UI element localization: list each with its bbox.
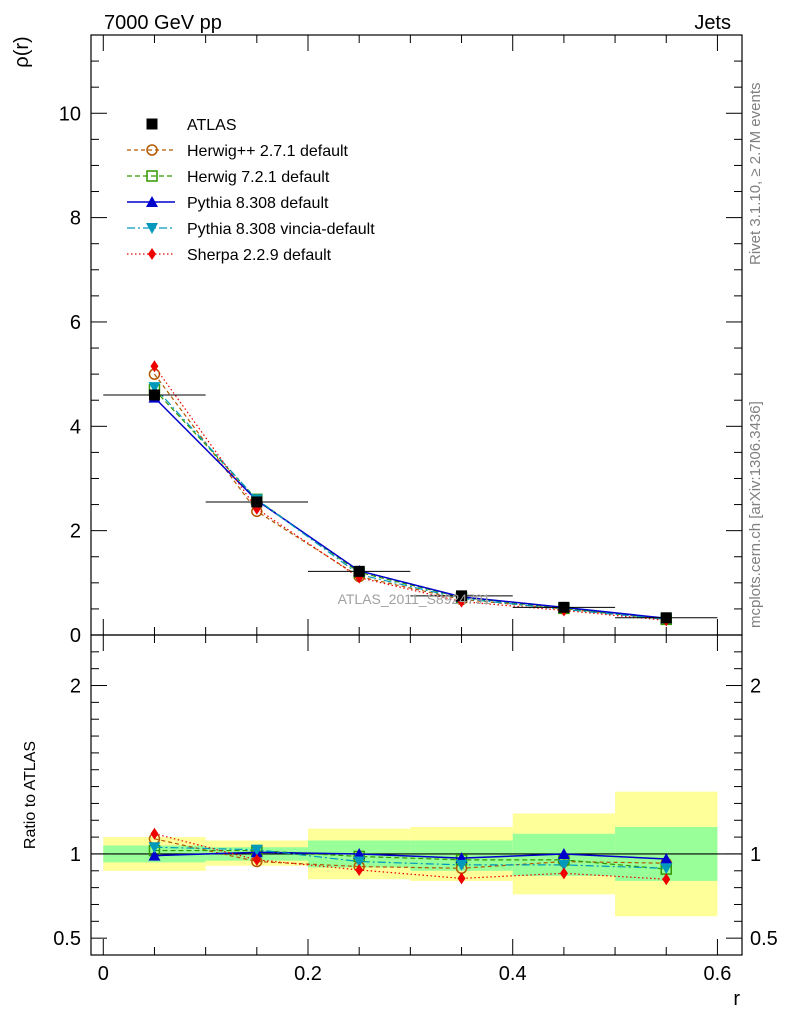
main-panel-ticks: 0 2 4 6 8 10 [59,34,742,647]
x-tick-label: 0.2 [294,963,322,985]
legend-entry-atlas: ATLAS [146,117,237,134]
main-series-herwigpp [148,368,673,625]
main-y-tick-label: 4 [70,416,81,438]
ratio-line-pythia [154,851,667,860]
main-point-atlas [353,565,365,577]
x-tick-label: 0 [98,963,109,985]
legend-label-pythia: Pythia 8.308 default [187,195,329,212]
main-point-atlas [148,389,160,401]
ratio-y-axis-label: Ratio to ATLAS [22,741,39,849]
ratio-point-pythia [660,853,673,864]
main-y-tick-label: 10 [59,103,81,125]
main-panel-curves [103,360,718,627]
main-line-herwig7 [154,389,667,620]
ratio-y-tick-label-right: 1 [750,844,761,866]
legend-marker-pythia [146,196,158,207]
legend-label-atlas: ATLAS [187,117,237,134]
legend-marker-atlas [146,118,158,130]
x-tick-label: 0.4 [499,963,527,985]
ratio-point-sherpa [662,873,671,886]
mcplots-label: mcplots.cern.ch [arXiv:1306.3436] [747,401,764,628]
main-line-herwigpp [153,373,667,620]
legend-label-herwig7: Herwig 7.2.1 default [187,169,330,186]
main-y-tick-label: 2 [70,521,81,543]
x-axis-label: r [733,988,740,1010]
main-y-axis-label: ρ(r) [11,36,33,67]
legend-label-vincia: Pythia 8.308 vincia-default [187,221,375,238]
ratio-series-vincia [148,842,673,875]
ratio-point-sherpa [457,872,466,885]
ratio-y-tick-label-right: 0.5 [750,928,778,950]
rivet-version-label: Rivet 3.1.10, ≥ 2.7M events [747,83,764,266]
legend-marker-sherpa [148,248,156,260]
ratio-point-vincia [557,859,570,871]
legend-marker-herwig7 [146,170,158,182]
ratio-point-sherpa [559,867,568,880]
ratio-panel-curves [148,827,673,886]
ratio-point-vincia [250,844,263,856]
main-y-tick-label: 8 [70,208,81,230]
main-series-vincia [148,382,673,626]
ratio-point-sherpa [252,853,261,866]
legend-marker-herwigpp [146,144,158,156]
main-point-atlas [456,590,468,602]
ratio-line-herwig7 [154,849,667,870]
main-series-atlas [103,389,718,624]
ratio-point-pythia [148,849,161,861]
watermark: ATLAS_2011_S8924791 [338,591,491,607]
ratio-y-tick-label: 2 [70,676,81,698]
ratio-point-pythia [353,847,366,859]
ratio-panel-ticks: 0.5 0.5 1 1 2 2 0 0.2 0.4 0.6 [53,635,778,985]
ratio-line-sherpa [154,833,667,880]
legend-entry-sherpa: Sherpa 2.2.9 default [127,247,332,264]
ratio-y-tick-label-right: 2 [750,676,761,698]
main-y-tick-label: 6 [70,312,81,334]
main-line-pythia [153,397,667,620]
ratio-point-sherpa [150,827,159,840]
legend-marker-vincia [146,223,158,234]
header-right: Jets [694,12,731,34]
legend: ATLAS Herwig++ 2.7.1 default Herwig 7.2.1 … [127,117,375,264]
header-left: 7000 GeV pp [104,12,222,34]
main-point-sherpa [150,360,159,373]
ratio-y-tick-label: 0.5 [53,928,81,950]
legend-entry-vincia: Pythia 8.308 vincia-default [127,221,375,238]
legend-label-herwigpp: Herwig++ 2.7.1 default [187,143,349,160]
main-point-atlas [251,496,263,508]
ratio-point-vincia [660,863,673,875]
ratio-series-sherpa [150,827,671,886]
x-tick-label: 0.6 [704,963,732,985]
main-point-atlas [558,601,570,613]
ratio-point-pythia [557,847,570,859]
legend-label-sherpa: Sherpa 2.2.9 default [187,247,332,264]
ratio-panel-frame [90,634,743,956]
ratio-point-vincia [353,856,366,868]
ratio-point-sherpa [355,863,364,876]
main-y-tick-label: 0 [70,625,81,647]
ratio-y-tick-label: 1 [70,844,81,866]
ratio-point-vincia [455,859,468,871]
main-line-vincia [154,386,667,620]
legend-entry-herwig7: Herwig 7.2.1 default [127,169,330,186]
main-line-sherpa [153,365,667,621]
main-point-atlas [660,612,672,624]
main-point-vincia [148,382,161,394]
ratio-point-vincia [148,842,161,854]
legend-entry-herwigpp: Herwig++ 2.7.1 default [127,143,349,160]
legend-entry-pythia: Pythia 8.308 default [127,195,329,212]
ratio-line-vincia [154,846,667,869]
